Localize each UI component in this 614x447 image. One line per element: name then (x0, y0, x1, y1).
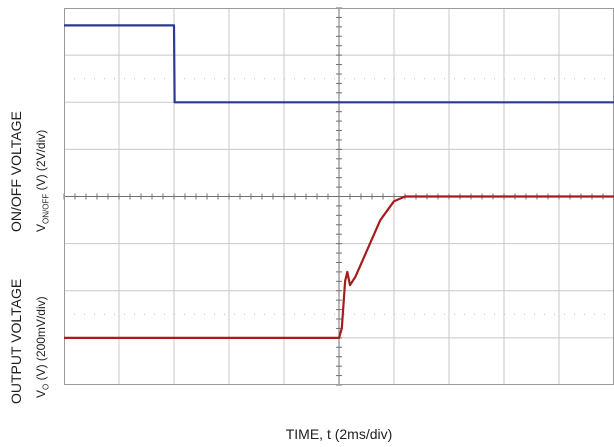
y-axis-sublabel-lower: VO (V) (200mV/div) (34, 296, 51, 398)
y-axis-label-upper: ON/OFF VOLTAGE (8, 111, 24, 232)
traces (64, 24, 614, 339)
trace-on-off-voltage (64, 24, 614, 104)
trace-output-voltage (64, 195, 614, 339)
y-axis-sublabel-upper: VON/OFF (V) (2V/div) (34, 129, 51, 232)
x-axis-label: TIME, t (2ms/div) (285, 426, 393, 442)
y-axis-label-lower: OUTPUT VOLTAGE (8, 278, 24, 404)
